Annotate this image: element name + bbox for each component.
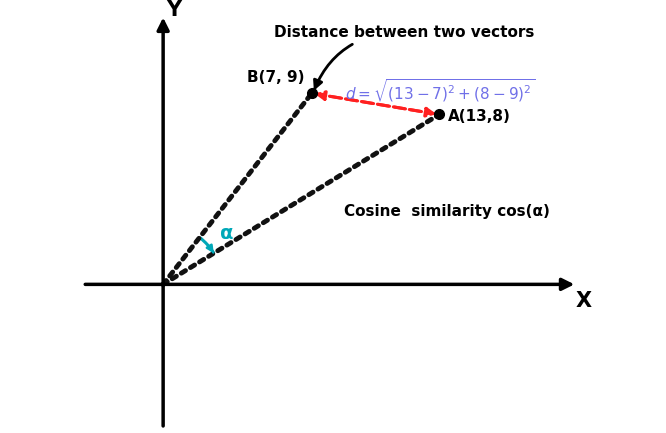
Text: Y: Y <box>166 0 181 20</box>
Text: $d = \sqrt{(13-7)^2+(8-9)^2}$: $d = \sqrt{(13-7)^2+(8-9)^2}$ <box>345 78 535 105</box>
Text: A(13,8): A(13,8) <box>448 109 511 124</box>
Text: α: α <box>220 224 234 243</box>
Text: Cosine  similarity cos(α): Cosine similarity cos(α) <box>344 204 549 219</box>
Text: Distance between two vectors: Distance between two vectors <box>274 25 535 88</box>
Text: X: X <box>575 291 591 311</box>
Text: B(7, 9): B(7, 9) <box>247 70 304 85</box>
